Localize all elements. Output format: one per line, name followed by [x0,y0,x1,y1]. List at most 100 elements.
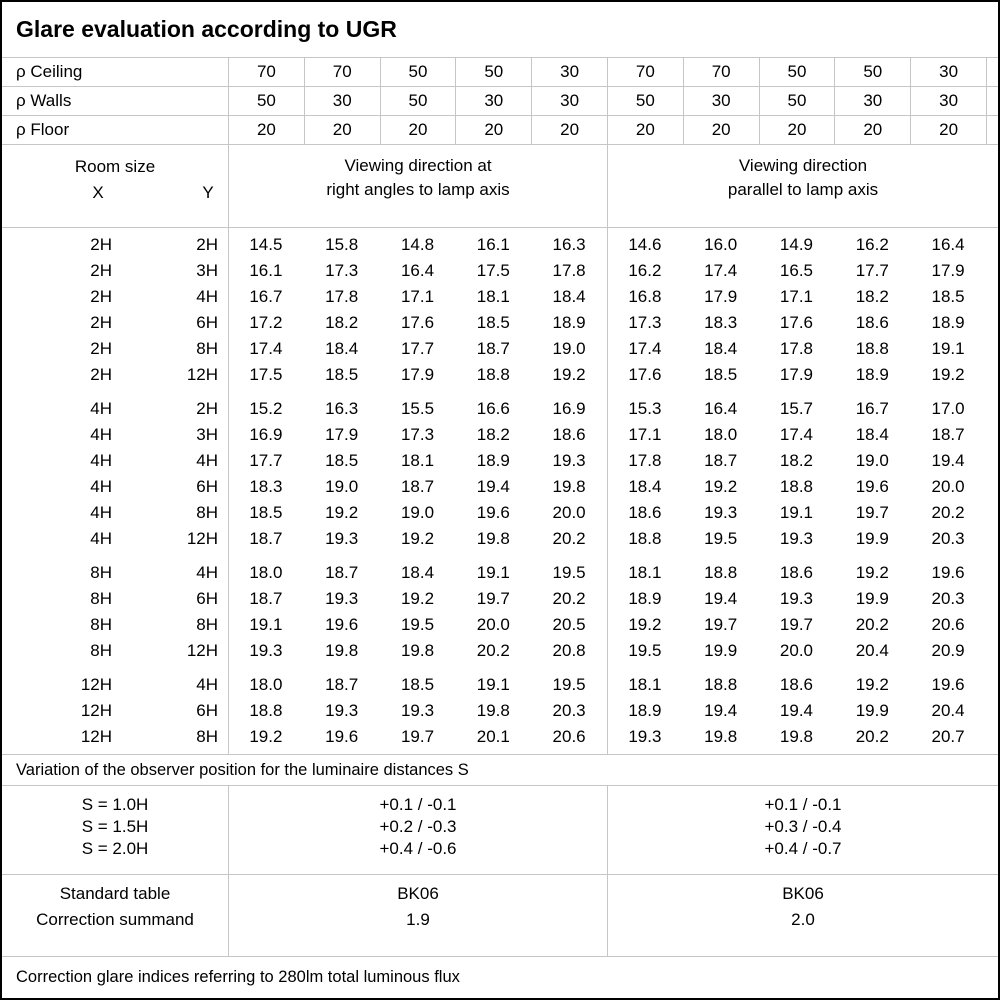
reflectance-value: 50 [228,87,304,115]
table-row: 2H 2H 14.5 15.8 14.8 16.1 16.3 14.6 16.0 14.9 16.2… [2,232,998,258]
room-size-y: 6H [196,313,218,332]
table-row: 8H 12H 19.3 19.8 19.8 20.2 20.8 19.5 19.9 20.0 20.… [2,638,998,664]
reflectance-value: 20 [606,116,683,144]
standard-table-parallel: BK06 2.0 [607,875,998,956]
ugr-value: 17.1 [628,425,662,444]
ugr-value: 18.7 [704,451,738,470]
ugr-value: 19.7 [704,615,738,634]
ugr-value: 20.0 [931,477,965,496]
ugr-value: 16.2 [628,261,662,280]
room-size-label: Room size [74,157,156,176]
ugr-value: 18.6 [628,503,662,522]
ugr-value: 18.2 [325,313,359,332]
s-distance-label: S = 1.5H [81,817,149,836]
ugr-value: 20.1 [476,727,510,746]
room-size-y: 12H [186,365,218,384]
reflectance-row-filler [985,58,998,86]
reflectance-value: 20 [455,116,531,144]
ugr-value: 18.7 [476,339,510,358]
standard-table-labels: Standard table Correction summand [2,875,228,956]
ugr-value: 20.2 [552,589,586,608]
table-row: 8H 8H 19.1 19.6 19.5 20.0 20.5 19.2 19.7 19.7 20.2… [2,612,998,638]
ugr-value: 19.4 [476,477,510,496]
standard-value: BK06 [397,884,439,903]
ugr-value: 20.2 [931,503,965,522]
room-size-y: 12H [186,641,218,660]
reflectance-value: 70 [303,58,380,86]
ugr-block: 4H 2H 15.2 16.3 15.5 16.6 16.9 15.3 16.4 15.7 16.7… [2,396,998,552]
ugr-value: 19.8 [552,477,586,496]
ugr-value: 20.3 [552,701,586,720]
table-row: 2H 8H 17.4 18.4 17.7 18.7 19.0 17.4 18.4 17.8 18.8… [2,336,998,362]
ugr-value: 18.0 [249,563,283,582]
ugr-block: 8H 4H 18.0 18.7 18.4 19.1 19.5 18.1 18.8 18.6 19.2… [2,560,998,664]
ugr-value: 18.1 [476,287,510,306]
reflectance-table: ρ Ceiling 70 70 50 50 30 70 70 50 50 30 ρ Walls 50 30… [2,58,998,145]
ugr-value: 18.4 [855,425,889,444]
ugr-value: 20.0 [476,615,510,634]
room-size-x: 4H [90,451,112,470]
ugr-value: 19.3 [325,589,359,608]
reflectance-row-filler [985,116,998,144]
reflectance-row-label: ρ Floor [16,120,70,139]
reflectance-row: ρ Walls 50 30 50 30 30 50 30 50 30 30 [2,87,998,116]
reflectance-value: 20 [910,116,986,144]
reflectance-row-label: ρ Walls [16,91,72,110]
ugr-value: 19.2 [855,675,889,694]
reflectance-value: 30 [531,58,607,86]
ugr-value: 19.4 [704,701,738,720]
ugr-value: 16.9 [552,399,586,418]
ugr-value: 18.4 [628,477,662,496]
reflectance-value: 20 [379,116,456,144]
reflectance-value: 50 [379,58,456,86]
ugr-value: 17.8 [552,261,586,280]
ugr-value: 18.9 [855,365,889,384]
page-title: Glare evaluation according to UGR [2,2,998,58]
ugr-value: 20.3 [931,529,965,548]
room-size-y: 3H [196,425,218,444]
room-size-x: 2H [90,339,112,358]
room-size-y: 6H [196,477,218,496]
ugr-value: 18.5 [931,287,965,306]
column-divider [607,228,608,754]
ugr-value: 17.5 [249,365,283,384]
table-row: 2H 4H 16.7 17.8 17.1 18.1 18.4 16.8 17.9 17.1 18.2… [2,284,998,310]
table-row: 2H 12H 17.5 18.5 17.9 18.8 19.2 17.6 18.5 17.9 18.… [2,362,998,388]
room-size-x: 4H [90,503,112,522]
ugr-value: 16.4 [400,261,435,280]
reflectance-value: 30 [910,58,986,86]
room-size-x: 8H [90,589,112,608]
s-variation-value: +0.1 / -0.1 [764,795,842,814]
ugr-value: 18.9 [931,313,965,332]
ugr-value: 14.9 [779,235,814,254]
ugr-value: 16.5 [779,261,814,280]
ugr-value: 19.5 [552,563,586,582]
ugr-value: 16.0 [704,235,738,254]
table-row: 4H 4H 17.7 18.5 18.1 18.9 19.3 17.8 18.7 18.2 19.0… [2,448,998,474]
reflectance-value: 50 [379,87,456,115]
table-header-row: Room size X Y Viewing direction at right… [2,145,998,228]
ugr-value: 18.7 [325,675,359,694]
room-size-y: 2H [196,235,218,254]
parallel-header-line2: parallel to lamp axis [727,180,879,199]
ugr-value: 19.3 [400,701,435,720]
ugr-value: 18.1 [400,451,435,470]
room-size-x: 2H [90,365,112,384]
ugr-value: 15.2 [249,399,283,418]
ugr-value: 19.2 [628,615,662,634]
ugr-value: 17.3 [400,425,435,444]
room-size-x: 2H [90,261,112,280]
ugr-value: 19.3 [552,451,586,470]
ugr-value: 17.4 [249,339,283,358]
ugr-value: 19.6 [325,615,359,634]
room-size-x: 8H [90,563,112,582]
ugr-value: 19.7 [855,503,889,522]
reflectance-value: 30 [303,87,380,115]
ugr-value: 18.4 [552,287,586,306]
ugr-value: 18.8 [779,477,814,496]
ugr-value: 19.4 [931,451,965,470]
ugr-value: 17.5 [476,261,510,280]
ugr-value: 20.9 [931,641,965,660]
reflectance-value: 20 [758,116,835,144]
ugr-value: 18.6 [779,675,814,694]
